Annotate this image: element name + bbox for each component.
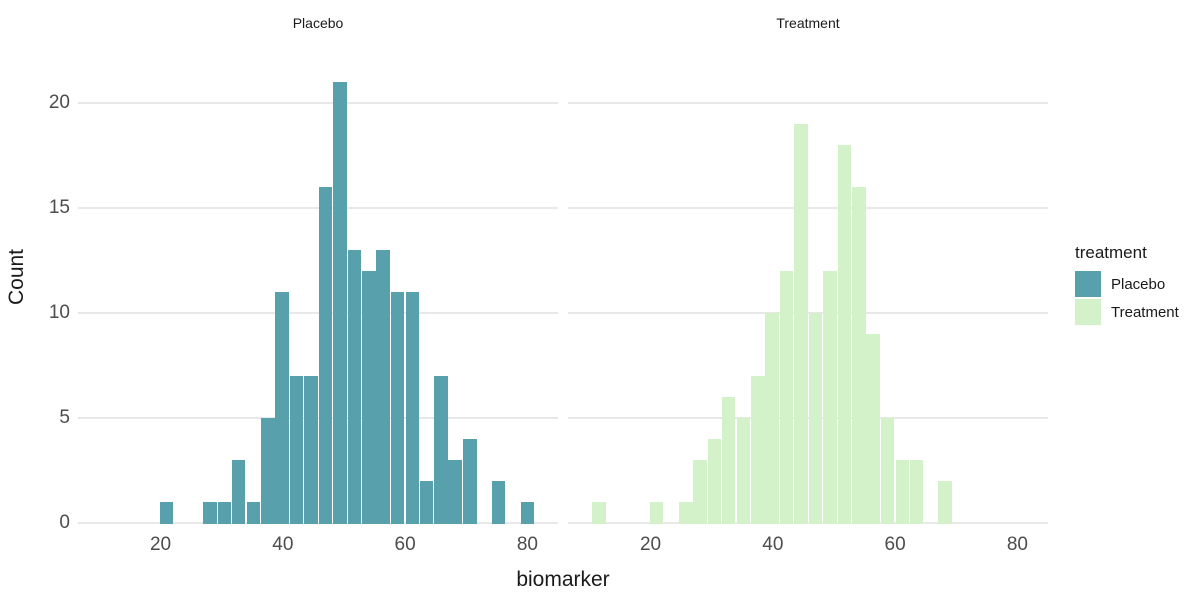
legend-label-treatment: Treatment	[1111, 303, 1179, 321]
histogram-bar	[880, 418, 895, 524]
histogram-bar	[333, 82, 347, 524]
gridline	[78, 207, 558, 209]
histogram-bar	[794, 124, 808, 524]
histogram-bar	[707, 439, 722, 524]
histogram-bar	[203, 502, 217, 524]
histogram-bar	[275, 292, 289, 524]
histogram-bar	[679, 502, 693, 524]
histogram-bar	[938, 481, 952, 524]
histogram-bar	[463, 439, 477, 524]
histogram-bar	[693, 460, 707, 524]
gridline	[568, 417, 1048, 419]
x-axis-tick-label: 80	[1006, 534, 1028, 555]
gridline	[568, 312, 1048, 314]
y-axis-title: Count	[5, 248, 28, 306]
histogram-bar	[376, 250, 390, 524]
histogram-bar	[866, 334, 880, 524]
histogram-bar	[246, 502, 261, 524]
histogram-bar	[895, 460, 910, 524]
legend-swatch-treatment	[1075, 299, 1101, 325]
histogram-bar	[909, 460, 924, 524]
histogram-bar	[405, 292, 420, 524]
gridline	[568, 207, 1048, 209]
gridline	[78, 102, 558, 104]
y-axis-tick-label: 10	[48, 302, 70, 323]
histogram-bar	[751, 376, 765, 524]
histogram-bar	[736, 418, 751, 524]
histogram-bar	[434, 376, 448, 524]
x-axis-title: biomarker	[516, 568, 610, 591]
facet-strip-treatment: Treatment	[776, 15, 840, 31]
histogram-bar	[390, 292, 405, 524]
legend-swatch-placebo	[1075, 271, 1101, 297]
histogram-bar	[448, 460, 462, 524]
facet-strip-placebo: Placebo	[292, 15, 344, 31]
legend-item-placebo: Placebo	[1075, 271, 1179, 297]
gridline	[568, 102, 1048, 104]
y-axis-tick-label: 20	[48, 92, 70, 113]
histogram-bar	[765, 313, 779, 524]
gridline	[78, 312, 558, 314]
x-axis-tick-label: 40	[762, 534, 784, 555]
gridline	[78, 522, 558, 524]
histogram-bar	[852, 187, 866, 524]
legend: treatment Placebo Treatment	[1075, 243, 1179, 327]
histogram-bar	[520, 502, 534, 524]
histogram-bar	[419, 481, 434, 524]
histogram-bar	[491, 481, 506, 524]
y-axis-tick-label: 15	[48, 197, 70, 218]
y-axis-tick-label: 5	[59, 407, 70, 428]
histogram-bar	[837, 145, 851, 524]
x-axis-tick-label: 60	[394, 534, 416, 555]
histogram-bar	[217, 502, 232, 524]
histogram-bar	[231, 460, 246, 524]
legend-label-placebo: Placebo	[1111, 275, 1166, 293]
histogram-bar	[347, 250, 361, 524]
histogram-bar	[780, 271, 794, 524]
histogram-bar	[159, 502, 174, 524]
y-axis-tick-label: 0	[59, 512, 70, 533]
x-axis-tick-label: 20	[149, 534, 172, 555]
histogram-bar	[362, 271, 376, 524]
x-axis-tick-label: 40	[272, 534, 294, 555]
histogram-bar	[290, 376, 304, 524]
legend-item-treatment: Treatment	[1075, 299, 1179, 325]
histogram-bar	[261, 418, 275, 524]
gridline	[78, 417, 558, 419]
histogram-bar	[649, 502, 664, 524]
histogram-bar	[304, 376, 318, 524]
x-axis-tick-label: 60	[884, 534, 906, 555]
x-axis-tick-label: 20	[639, 534, 662, 555]
legend-title: treatment	[1075, 243, 1147, 262]
histogram-bar	[823, 271, 837, 524]
histogram-bar	[318, 187, 333, 524]
x-axis-tick-label: 80	[516, 534, 538, 555]
gridline	[568, 522, 1048, 524]
histogram-bar	[592, 502, 606, 524]
histogram-bar	[721, 397, 736, 524]
histogram-bar	[808, 313, 823, 524]
